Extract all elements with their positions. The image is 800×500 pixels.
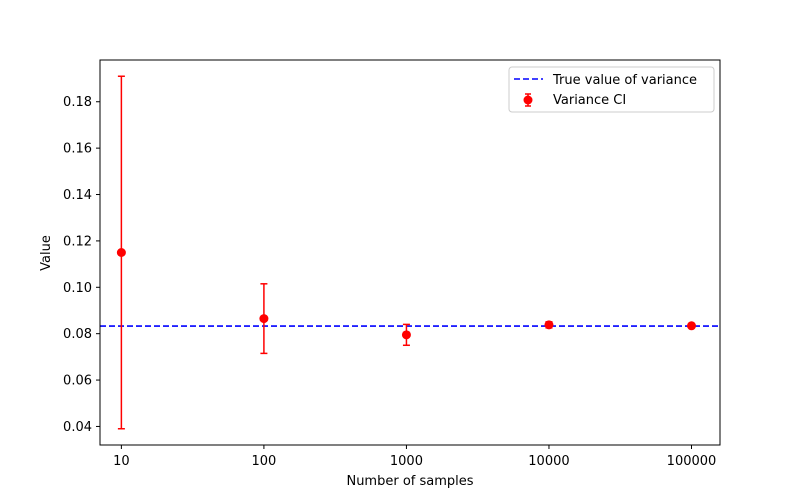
axes-frame [99,59,721,446]
legend-series-label: Variance CI [553,93,626,108]
legend-box [508,66,715,113]
ci-point-1000 [401,323,411,347]
y-axis-label: Value [39,235,54,271]
x-tick-label: 10000 [528,454,569,469]
ci-point-10 [116,75,126,430]
data-point [259,314,269,324]
data-point [544,320,554,330]
x-tick-label: 1000 [390,454,423,469]
x-tick-label: 100 [251,454,276,469]
y-tick-label: 0.04 [63,420,92,435]
legend-reference-label: True value of variance [552,73,697,88]
data-point [401,330,411,340]
data-point [686,321,696,331]
y-tick-label: 0.10 [63,281,92,296]
y-tick-label: 0.08 [63,327,92,342]
y-tick-label: 0.18 [63,95,92,110]
data-point [116,248,126,257]
legend: True value of variance Variance CI [508,66,715,113]
ci-point-100000 [686,321,696,331]
x-tick-label: 100000 [667,454,717,469]
plot-area [100,75,720,430]
x-axis-label: Number of samples [346,474,473,489]
y-tick-label: 0.06 [63,374,92,389]
legend-series-swatch [523,93,533,107]
y-tick-label: 0.14 [63,188,92,203]
axes: 10 100 1000 10000 100000 0.04 0.06 0.08 0.10 0.12… [63,59,721,469]
x-tick-label: 10 [113,454,130,469]
ci-point-10000 [544,320,554,330]
ci-point-100 [259,283,269,355]
y-tick-label: 0.12 [63,234,92,249]
y-tick-label: 0.16 [63,142,92,157]
